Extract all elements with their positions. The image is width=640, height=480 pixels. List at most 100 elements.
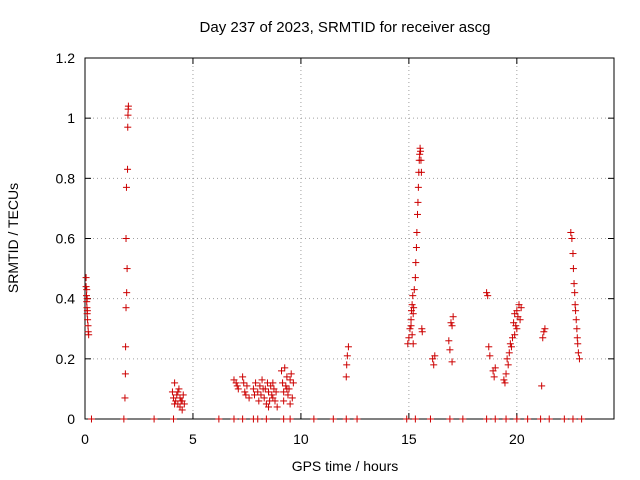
data-point bbox=[414, 183, 422, 191]
data-point bbox=[280, 388, 288, 396]
data-point bbox=[150, 415, 158, 423]
data-point bbox=[409, 310, 417, 318]
chart-title: Day 237 of 2023, SRMTID for receiver asc… bbox=[200, 19, 491, 36]
data-point bbox=[123, 265, 131, 273]
data-point bbox=[411, 415, 419, 423]
data-point bbox=[417, 156, 425, 164]
data-point bbox=[573, 334, 581, 342]
data-point bbox=[505, 349, 513, 357]
data-point bbox=[239, 415, 247, 423]
data-point bbox=[414, 210, 422, 218]
data-point bbox=[504, 361, 512, 369]
data-point bbox=[567, 228, 575, 236]
data-point bbox=[87, 415, 95, 423]
data-point bbox=[255, 397, 263, 405]
data-point bbox=[122, 183, 130, 191]
data-point bbox=[281, 364, 289, 372]
data-point bbox=[232, 379, 240, 387]
data-point bbox=[446, 346, 454, 354]
data-point bbox=[507, 343, 515, 351]
data-point bbox=[418, 328, 426, 336]
data-point bbox=[417, 147, 425, 155]
data-point bbox=[410, 286, 418, 294]
data-point bbox=[260, 394, 268, 402]
data-point bbox=[409, 340, 417, 348]
x-tick-label: 20 bbox=[509, 431, 525, 447]
data-point bbox=[175, 385, 183, 393]
data-point bbox=[124, 111, 132, 119]
data-point bbox=[490, 373, 498, 381]
data-point bbox=[483, 289, 491, 297]
data-point bbox=[342, 415, 350, 423]
data-point bbox=[171, 400, 179, 408]
data-point bbox=[574, 340, 582, 348]
y-tick-label: 0.2 bbox=[56, 351, 76, 367]
data-point bbox=[171, 379, 179, 387]
data-point bbox=[545, 415, 553, 423]
data-point bbox=[178, 397, 186, 405]
data-point bbox=[121, 394, 129, 402]
data-point bbox=[83, 292, 91, 300]
data-point bbox=[123, 289, 131, 297]
data-point bbox=[417, 168, 425, 176]
data-point bbox=[569, 265, 577, 273]
data-point bbox=[407, 322, 415, 330]
data-point bbox=[516, 316, 524, 324]
data-point bbox=[280, 415, 288, 423]
axis-ticks: 0 5 10 15 20 0 0.2 0.4 0.6 0.8 1 1.2 bbox=[56, 50, 614, 447]
data-point bbox=[124, 102, 132, 110]
data-point bbox=[265, 388, 273, 396]
data-point bbox=[449, 313, 457, 321]
x-tick-label: 0 bbox=[81, 431, 89, 447]
data-point bbox=[569, 250, 577, 258]
data-point bbox=[343, 352, 351, 360]
data-point bbox=[233, 382, 241, 390]
data-point bbox=[84, 316, 92, 324]
x-tick-label: 5 bbox=[189, 431, 197, 447]
data-point bbox=[410, 304, 418, 312]
data-point bbox=[524, 415, 532, 423]
data-point bbox=[254, 388, 262, 396]
data-point bbox=[286, 400, 294, 408]
data-point bbox=[83, 307, 91, 315]
data-point bbox=[501, 379, 509, 387]
data-point bbox=[170, 415, 178, 423]
data-point bbox=[82, 283, 90, 291]
y-tick-label: 0.6 bbox=[56, 231, 76, 247]
data-point bbox=[491, 415, 499, 423]
data-point bbox=[283, 373, 291, 381]
x-tick-label: 10 bbox=[293, 431, 309, 447]
data-point bbox=[173, 391, 181, 399]
data-point bbox=[241, 388, 249, 396]
data-point bbox=[411, 274, 419, 282]
data-point bbox=[408, 331, 416, 339]
data-point bbox=[240, 379, 248, 387]
data-point bbox=[408, 301, 416, 309]
data-point bbox=[459, 415, 467, 423]
x-tick-label: 15 bbox=[401, 431, 417, 447]
data-point bbox=[122, 343, 130, 351]
data-point bbox=[84, 322, 92, 330]
y-tick-label: 0.4 bbox=[56, 291, 76, 307]
data-point bbox=[412, 259, 420, 267]
data-point bbox=[277, 367, 285, 375]
data-point bbox=[539, 334, 547, 342]
data-point bbox=[570, 280, 578, 288]
data-point bbox=[85, 331, 93, 339]
data-point bbox=[517, 304, 525, 312]
data-point bbox=[242, 391, 250, 399]
data-point bbox=[265, 403, 273, 411]
data-point bbox=[273, 403, 281, 411]
data-point bbox=[426, 415, 434, 423]
data-point bbox=[406, 325, 414, 333]
data-point bbox=[569, 415, 577, 423]
data-point bbox=[414, 198, 422, 206]
data-point bbox=[484, 292, 492, 300]
data-point bbox=[82, 274, 90, 282]
data-point bbox=[445, 337, 453, 345]
data-point bbox=[271, 397, 279, 405]
data-point bbox=[286, 415, 294, 423]
data-point bbox=[412, 244, 420, 252]
data-point bbox=[83, 286, 91, 294]
